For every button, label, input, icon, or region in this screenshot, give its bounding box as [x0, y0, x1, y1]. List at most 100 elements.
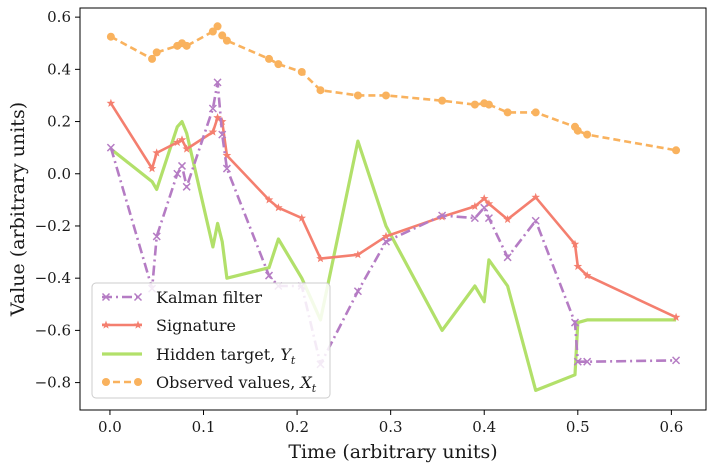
data-point-kalman-filter: [222, 164, 231, 173]
legend-marker-observed-values-x-t: [134, 378, 142, 386]
legend-label-observed-values-subscript: t: [312, 382, 317, 395]
data-point-kalman-filter: [381, 237, 391, 246]
y-tick-label: 0.6: [47, 8, 71, 26]
data-point-signature: [480, 194, 489, 203]
data-point-kalman-filter: [177, 161, 187, 170]
data-point-observed-values-x-t: [353, 91, 362, 100]
legend-label-observed-values-text: Observed values,: [156, 373, 300, 392]
data-point-kalman-filter: [152, 232, 161, 241]
data-point-signature: [208, 127, 218, 136]
data-point-signature: [470, 201, 480, 210]
data-point-signature: [147, 164, 157, 173]
data-point-observed-values-x-t: [106, 32, 115, 41]
data-point-observed-values-x-t: [274, 60, 283, 69]
data-point-kalman-filter: [213, 78, 222, 87]
data-point-signature: [353, 250, 363, 259]
legend-entry-hidden-target: Hidden target, Yt: [102, 345, 296, 367]
data-point-kalman-filter: [182, 182, 191, 191]
data-point-signature: [381, 231, 391, 240]
data-point-signature: [316, 254, 325, 263]
data-point-signature: [213, 113, 222, 122]
legend-marker-signature: [133, 320, 143, 329]
legend-marker-kalman-filter: [133, 292, 143, 302]
data-point-signature: [177, 135, 187, 144]
data-point-kalman-filter: [208, 104, 217, 113]
x-tick-label: 0.2: [285, 418, 309, 436]
data-point-observed-values-x-t: [222, 36, 231, 45]
data-point-signature: [222, 151, 232, 160]
data-point-kalman-filter: [570, 318, 580, 327]
data-point-kalman-filter: [438, 211, 447, 220]
data-point-observed-values-x-t: [381, 91, 390, 100]
y-tick-label: 0.0: [47, 165, 71, 183]
x-tick-label: 0.0: [98, 418, 122, 436]
x-tick-label: 0.1: [192, 418, 216, 436]
data-point-observed-values-x-t: [218, 31, 227, 40]
data-point-kalman-filter: [470, 214, 479, 223]
data-point-signature: [182, 144, 191, 153]
data-point-signature: [570, 239, 580, 248]
legend-marker-observed-values-x-t: [102, 378, 110, 386]
x-tick-label: 0.4: [472, 418, 496, 436]
data-point-observed-values-x-t: [484, 100, 493, 109]
plot-frame: [79, 7, 707, 411]
data-point-observed-values-x-t: [182, 41, 191, 50]
data-point-kalman-filter: [353, 287, 362, 296]
legend-box: [91, 282, 331, 399]
data-point-observed-values-x-t: [148, 54, 157, 63]
data-point-observed-values-x-t: [531, 108, 540, 117]
data-point-kalman-filter: [583, 357, 592, 366]
legend-label-observed-values-symbol: X: [298, 373, 312, 392]
legend-label-hidden-target-symbol: Y: [280, 345, 292, 364]
data-point-observed-values-x-t: [503, 108, 512, 117]
y-axis-label: Value (arbitrary units): [7, 102, 29, 317]
x-tick-label: 0.5: [566, 418, 590, 436]
data-point-observed-values-x-t: [573, 126, 582, 135]
legend-label-observed-values: Observed values, Xt: [156, 373, 317, 395]
data-point-kalman-filter: [672, 356, 681, 365]
x-axis-label: Time (arbitrary units): [288, 441, 497, 463]
data-point-signature: [531, 192, 540, 201]
legend: Kalman filter Signature Hidden target, Y…: [91, 282, 331, 399]
data-point-kalman-filter: [503, 253, 512, 262]
y-tick-label: −0.2: [35, 217, 71, 235]
y-tick-label: 0.2: [47, 113, 71, 131]
data-point-kalman-filter: [484, 214, 493, 223]
axis-ticks: 0.0 0.1 0.2 0.3 0.4 0.5 0.6 −0.8 −0.6 −0.4 −0.2 0.0…: [35, 8, 684, 436]
data-point-observed-values-x-t: [438, 96, 447, 105]
data-point-signature: [671, 312, 681, 321]
legend-label-signature: Signature: [156, 316, 236, 335]
data-point-signature: [573, 261, 583, 271]
data-point-kalman-filter: [573, 357, 582, 366]
y-tick-label: 0.4: [47, 60, 71, 78]
legend-label-hidden-target: Hidden target, Yt: [156, 345, 296, 367]
data-point-observed-values-x-t: [213, 22, 222, 31]
legend-label-kalman-filter: Kalman filter: [156, 288, 262, 307]
data-point-signature: [152, 148, 161, 157]
data-point-kalman-filter: [218, 130, 227, 139]
x-tick-label: 0.6: [659, 418, 683, 436]
y-tick-label: −0.8: [35, 374, 71, 392]
legend-entry-observed-values: Observed values, Xt: [102, 373, 317, 395]
legend-entry-kalman-filter: Kalman filter: [101, 288, 262, 307]
data-point-signature: [173, 137, 182, 147]
data-point-observed-values-x-t: [583, 130, 592, 139]
data-point-kalman-filter: [480, 203, 489, 212]
data-point-kalman-filter: [264, 271, 274, 280]
data-point-observed-values-x-t: [152, 48, 161, 57]
data-point-kalman-filter: [173, 169, 182, 178]
data-point-signature: [503, 214, 512, 224]
data-point-signature: [582, 271, 592, 280]
legend-marker-signature: [101, 320, 111, 329]
data-point-observed-values-x-t: [470, 100, 479, 109]
legend-marker-kalman-filter: [101, 292, 111, 302]
data-point-observed-values-x-t: [672, 146, 681, 155]
series-observed-values-x-t: [106, 22, 681, 155]
y-tick-label: −0.4: [35, 269, 71, 287]
data-point-kalman-filter: [531, 216, 540, 225]
data-point-observed-values-x-t: [208, 27, 217, 36]
legend-entry-signature: Signature: [101, 316, 236, 335]
y-tick-label: −0.6: [35, 321, 71, 339]
data-point-signature: [274, 203, 283, 212]
